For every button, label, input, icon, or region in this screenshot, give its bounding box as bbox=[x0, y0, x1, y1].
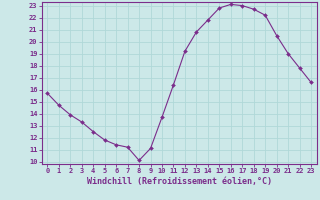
X-axis label: Windchill (Refroidissement éolien,°C): Windchill (Refroidissement éolien,°C) bbox=[87, 177, 272, 186]
